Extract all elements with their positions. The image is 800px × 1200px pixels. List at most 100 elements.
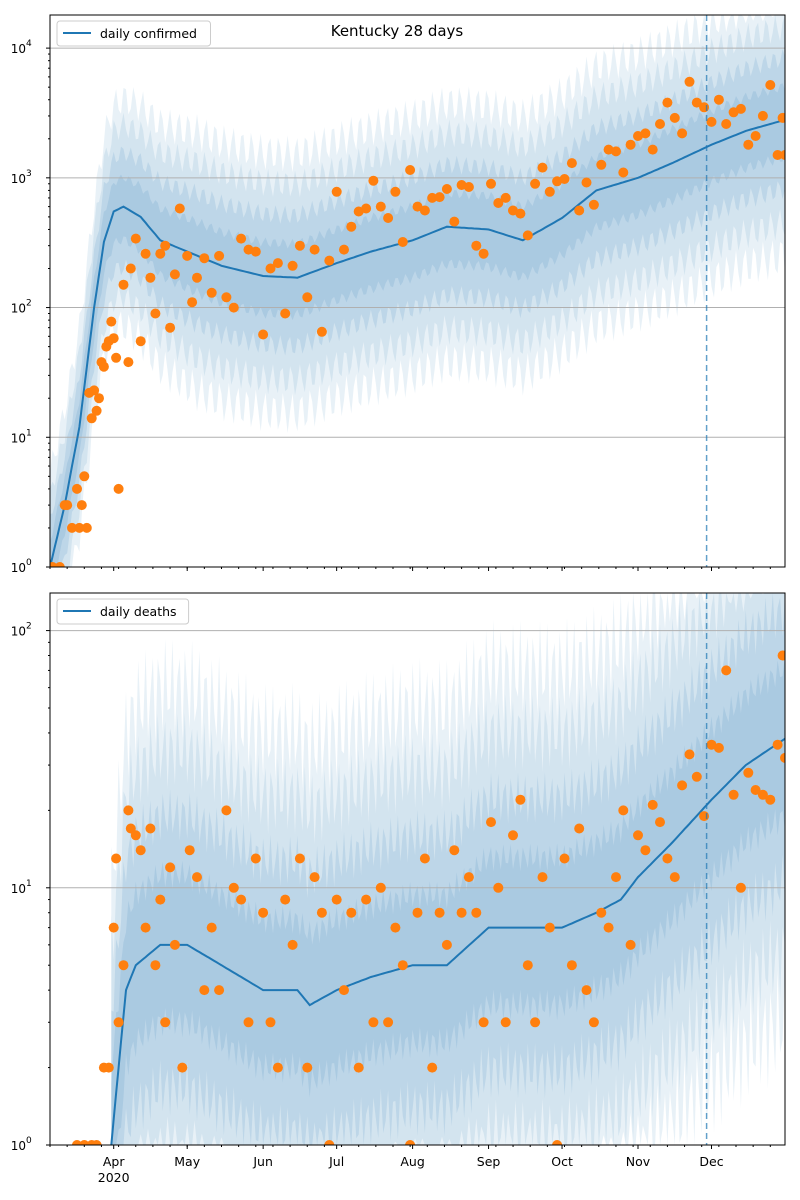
figure-title: Kentucky 28 days (331, 22, 464, 40)
observed-point (123, 805, 134, 816)
observed-point (383, 1017, 394, 1028)
observed-point (91, 405, 102, 416)
plot-area (50, 15, 785, 567)
observed-point (625, 939, 636, 950)
uncertainty-band (50, 15, 785, 567)
observed-point (500, 192, 511, 203)
observed-point (662, 853, 673, 864)
observed-point (522, 960, 533, 971)
observed-point (412, 907, 423, 918)
observed-point (214, 250, 225, 261)
model-line (50, 118, 785, 567)
uncertainty-band (111, 593, 785, 1145)
observed-point (280, 308, 291, 319)
observed-point (765, 80, 776, 90)
observed-point (537, 872, 548, 883)
observed-point (780, 752, 785, 763)
y-tick-label: 10 (11, 431, 26, 445)
observed-point (106, 316, 117, 327)
x-tick-label: Jul (328, 1154, 344, 1169)
observed-point (192, 872, 202, 883)
observed-point (530, 1017, 541, 1028)
observed-point (655, 817, 665, 828)
observed-point (86, 413, 97, 424)
observed-point (647, 799, 658, 810)
y-tick-exponent: 0 (26, 1136, 32, 1146)
observed-point (302, 292, 313, 303)
observed-point (405, 1140, 416, 1145)
observed-point (735, 103, 746, 114)
observed-point (471, 907, 482, 918)
observed-point (750, 785, 761, 795)
observed-point (611, 146, 621, 157)
uncertainty-band (111, 593, 785, 1145)
observed-point (772, 739, 783, 750)
x-tick-label: Aug (400, 1154, 424, 1169)
observed-point (79, 1140, 90, 1145)
observed-point (574, 823, 585, 834)
observed-point (228, 302, 239, 313)
observed-point (515, 208, 526, 219)
observed-point (339, 985, 349, 996)
observed-point (199, 985, 210, 996)
observed-point (187, 297, 198, 308)
observed-point (89, 385, 100, 396)
observed-point (160, 1017, 171, 1028)
y-tick-label: 10 (11, 172, 26, 186)
observed-point (135, 336, 146, 347)
y-tick-label: 10 (11, 1139, 26, 1153)
observed-point (640, 128, 651, 139)
observed-point (750, 131, 761, 141)
observed-point (272, 1062, 283, 1073)
observed-point (508, 830, 518, 841)
observed-point (145, 823, 156, 834)
observed-point (743, 767, 754, 778)
observed-point (397, 960, 408, 971)
legend-label: daily confirmed (100, 26, 197, 41)
observed-point (54, 562, 65, 567)
x-tick-label: Sep (477, 1154, 501, 1169)
observed-point (493, 198, 504, 208)
observed-point (169, 269, 180, 280)
observed-point (192, 272, 202, 283)
observed-point (735, 882, 746, 893)
observed-point (383, 213, 394, 223)
observed-point (113, 483, 124, 494)
observed-point (81, 522, 92, 533)
observed-point (777, 650, 785, 661)
observed-point (441, 939, 452, 950)
observed-point (743, 139, 754, 150)
uncertainty-band (50, 15, 785, 567)
observed-point (98, 361, 109, 372)
observed-point (434, 907, 445, 918)
observed-point (361, 894, 372, 905)
x-year-label: 2020 (98, 1170, 130, 1185)
uncertainty-band (50, 49, 785, 567)
observed-point (130, 233, 141, 244)
y-tick-label: 10 (11, 561, 26, 575)
y-tick-exponent: 2 (26, 622, 32, 632)
x-tick-label: Jun (252, 1154, 273, 1169)
y-tick-label: 10 (11, 42, 26, 56)
observed-point (772, 150, 783, 160)
observed-point (640, 845, 651, 856)
observed-point (243, 1017, 254, 1028)
plot-area (50, 593, 785, 1145)
observed-point (515, 794, 526, 805)
observed-point (250, 246, 261, 257)
observed-point (375, 201, 386, 212)
observed-point (574, 205, 585, 216)
observed-point (471, 240, 482, 251)
observed-point (111, 352, 122, 363)
observed-point (603, 922, 614, 933)
observed-point (125, 263, 136, 274)
observed-point (150, 960, 161, 971)
observed-point (287, 939, 298, 950)
observed-point (228, 882, 239, 893)
observed-point (316, 326, 327, 337)
observed-point (691, 771, 702, 782)
observed-point (368, 1017, 379, 1028)
x-tick-label: Oct (551, 1154, 573, 1169)
y-tick-exponent: 3 (26, 169, 32, 179)
